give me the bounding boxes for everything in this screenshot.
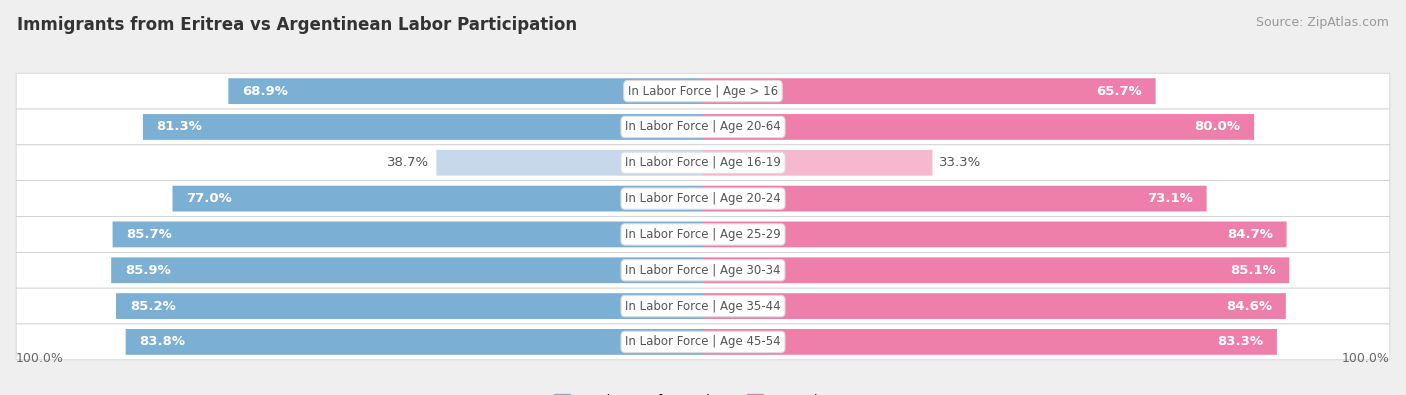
Text: 38.7%: 38.7% (388, 156, 429, 169)
FancyBboxPatch shape (703, 114, 1254, 140)
FancyBboxPatch shape (15, 181, 1391, 216)
FancyBboxPatch shape (15, 252, 1391, 288)
Text: 100.0%: 100.0% (15, 352, 65, 365)
FancyBboxPatch shape (703, 293, 1286, 319)
Text: In Labor Force | Age 30-34: In Labor Force | Age 30-34 (626, 264, 780, 277)
FancyBboxPatch shape (143, 114, 703, 140)
Text: 83.8%: 83.8% (139, 335, 186, 348)
Text: 33.3%: 33.3% (939, 156, 981, 169)
Text: In Labor Force | Age 20-24: In Labor Force | Age 20-24 (626, 192, 780, 205)
FancyBboxPatch shape (112, 222, 703, 247)
Legend: Immigrants from Eritrea, Argentinean: Immigrants from Eritrea, Argentinean (550, 389, 856, 395)
Text: In Labor Force | Age > 16: In Labor Force | Age > 16 (628, 85, 778, 98)
FancyBboxPatch shape (703, 258, 1289, 283)
FancyBboxPatch shape (436, 150, 703, 176)
Text: In Labor Force | Age 16-19: In Labor Force | Age 16-19 (626, 156, 780, 169)
FancyBboxPatch shape (111, 258, 703, 283)
Text: 73.1%: 73.1% (1147, 192, 1192, 205)
Text: 80.0%: 80.0% (1194, 120, 1240, 134)
Text: 81.3%: 81.3% (156, 120, 202, 134)
FancyBboxPatch shape (15, 145, 1391, 181)
FancyBboxPatch shape (703, 78, 1156, 104)
FancyBboxPatch shape (125, 329, 703, 355)
Text: 85.1%: 85.1% (1230, 264, 1275, 277)
Text: Immigrants from Eritrea vs Argentinean Labor Participation: Immigrants from Eritrea vs Argentinean L… (17, 16, 576, 34)
Text: 85.7%: 85.7% (127, 228, 172, 241)
FancyBboxPatch shape (15, 216, 1391, 252)
Text: 85.9%: 85.9% (125, 264, 170, 277)
FancyBboxPatch shape (703, 222, 1286, 247)
FancyBboxPatch shape (15, 324, 1391, 360)
Text: 84.7%: 84.7% (1227, 228, 1272, 241)
FancyBboxPatch shape (228, 78, 703, 104)
FancyBboxPatch shape (15, 288, 1391, 324)
FancyBboxPatch shape (15, 73, 1391, 109)
FancyBboxPatch shape (703, 150, 932, 176)
Text: In Labor Force | Age 35-44: In Labor Force | Age 35-44 (626, 299, 780, 312)
Text: 100.0%: 100.0% (1341, 352, 1391, 365)
FancyBboxPatch shape (117, 293, 703, 319)
Text: 68.9%: 68.9% (242, 85, 288, 98)
Text: 84.6%: 84.6% (1226, 299, 1272, 312)
FancyBboxPatch shape (15, 109, 1391, 145)
FancyBboxPatch shape (703, 186, 1206, 211)
FancyBboxPatch shape (703, 329, 1277, 355)
Text: 83.3%: 83.3% (1218, 335, 1263, 348)
Text: 65.7%: 65.7% (1097, 85, 1142, 98)
Text: In Labor Force | Age 20-64: In Labor Force | Age 20-64 (626, 120, 780, 134)
Text: 85.2%: 85.2% (129, 299, 176, 312)
Text: 77.0%: 77.0% (186, 192, 232, 205)
Text: In Labor Force | Age 45-54: In Labor Force | Age 45-54 (626, 335, 780, 348)
Text: Source: ZipAtlas.com: Source: ZipAtlas.com (1256, 16, 1389, 29)
FancyBboxPatch shape (173, 186, 703, 211)
Text: In Labor Force | Age 25-29: In Labor Force | Age 25-29 (626, 228, 780, 241)
